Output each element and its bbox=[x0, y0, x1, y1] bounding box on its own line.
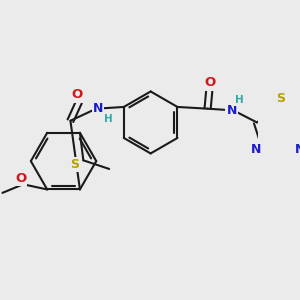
Text: N: N bbox=[93, 102, 103, 115]
Text: N: N bbox=[295, 143, 300, 156]
Text: H: H bbox=[235, 95, 244, 105]
Text: S: S bbox=[70, 158, 79, 171]
Text: O: O bbox=[72, 88, 83, 101]
Text: H: H bbox=[104, 114, 113, 124]
Text: N: N bbox=[226, 104, 237, 117]
Text: N: N bbox=[251, 143, 262, 156]
Text: O: O bbox=[205, 76, 216, 89]
Text: O: O bbox=[15, 172, 26, 185]
Text: S: S bbox=[276, 92, 285, 105]
